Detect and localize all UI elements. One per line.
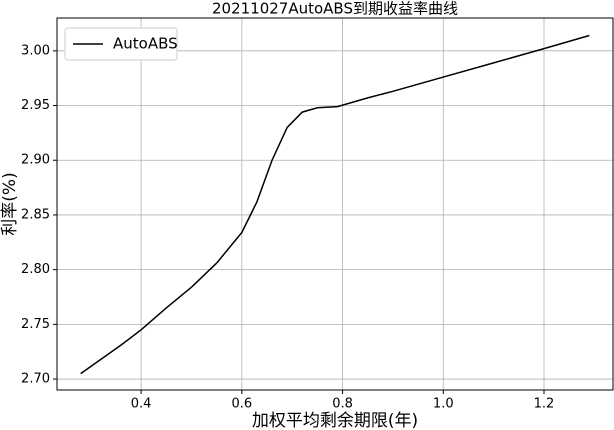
- legend-label: AutoABS: [113, 35, 178, 53]
- y-tick-label: 2.80: [21, 262, 50, 277]
- y-axis-label: 利率(%): [0, 172, 20, 235]
- x-tick-label: 1.0: [433, 397, 454, 412]
- y-tick-label: 2.70: [21, 372, 50, 387]
- chart-title: 20211027AutoABS到期收益率曲线: [212, 0, 458, 18]
- legend-box: [64, 27, 178, 61]
- y-tick-label: 2.90: [21, 153, 50, 168]
- x-tick-label: 0.8: [332, 397, 353, 412]
- x-tick-label: 0.6: [231, 397, 252, 412]
- y-tick-label: 2.85: [21, 207, 50, 222]
- x-tick-label: 1.2: [534, 397, 555, 412]
- y-tick-label: 2.95: [21, 98, 50, 113]
- x-tick-label: 0.4: [131, 397, 152, 412]
- y-tick-label: 3.00: [21, 43, 50, 58]
- line-series: [80, 34, 590, 375]
- plot-frame: [56, 17, 614, 391]
- x-axis-label: 加权平均剩余期限(年): [252, 411, 418, 430]
- y-tick-label: 2.75: [21, 317, 50, 332]
